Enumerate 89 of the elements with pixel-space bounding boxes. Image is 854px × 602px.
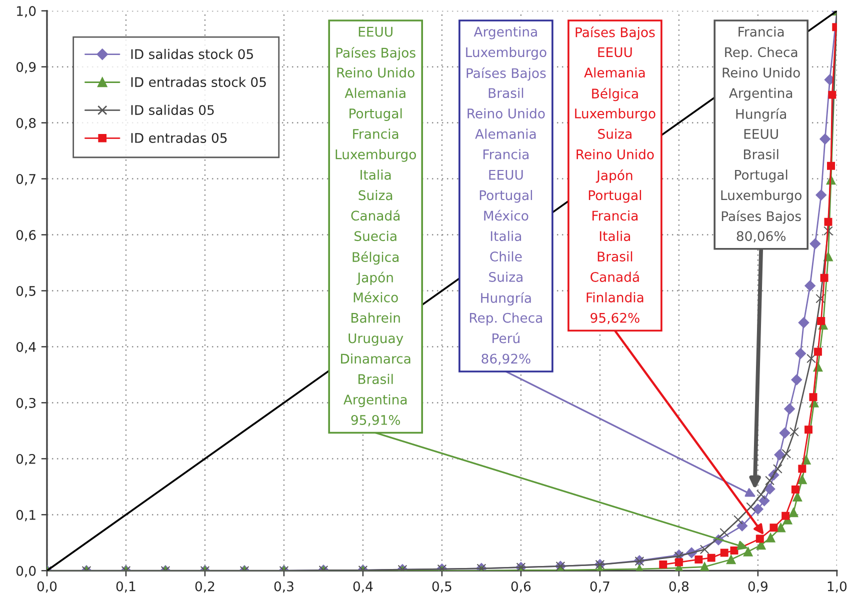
y-tick-label: 0,4 (16, 342, 36, 354)
x-tick-label: 0,5 (432, 581, 452, 593)
annotation: Luxemburgo (336, 149, 416, 162)
annotation: Perú (492, 332, 520, 344)
annotation: Luxemburgo (466, 46, 546, 60)
annotation: Dinamarca (341, 353, 410, 364)
x-tick-label: 0,3 (274, 581, 294, 593)
annotation: Reino Unido (468, 108, 545, 118)
annotation: 95,62% (590, 312, 640, 324)
annotation: Reino Unido (576, 149, 654, 160)
annotation: Países Bajos (576, 26, 655, 40)
y-tick-label: 0,3 (16, 398, 36, 410)
annotation: Italia (600, 230, 630, 242)
annotation: Finlandia (586, 292, 644, 302)
annotation: Francia (738, 26, 784, 37)
annotation: Rep. Checa (725, 46, 798, 60)
annotation: Luxemburgo (721, 190, 802, 203)
x-tick-label: 1,0 (828, 581, 847, 593)
x-tick-label: 0,8 (669, 581, 689, 593)
annotation: Rep. Checa (470, 312, 542, 326)
annotation: Suiza (598, 128, 632, 139)
annotation: Países Bajos (722, 210, 801, 224)
annotation: Alemania (475, 128, 536, 139)
annotation: Suiza (358, 190, 392, 200)
annotation: Reino Unido (722, 67, 800, 78)
annotation: Brasil (744, 149, 778, 160)
annotation: Argentina (474, 26, 537, 40)
legend-label: ID salidas 05 (131, 104, 214, 116)
annotation: Uruguay (348, 333, 404, 346)
y-tick-label: 0,2 (16, 454, 36, 466)
y-tick-label: 0,0 (16, 566, 36, 578)
annotation: Alemania (584, 67, 645, 78)
annotation: Francia (483, 149, 528, 160)
annotation: Suiza (489, 272, 522, 282)
annotation: Portugal (735, 170, 788, 182)
annotation: Brasil (488, 88, 524, 98)
annotation: 95,91% (351, 415, 400, 426)
annotation: 80,06% (736, 231, 786, 242)
y-tick-label: 0,8 (16, 118, 36, 130)
annotation: Bélgica (592, 88, 638, 102)
annotation: Argentina (344, 394, 407, 408)
annotation: Chile (490, 251, 522, 262)
y-tick-label: 0,1 (16, 510, 36, 522)
annotation: 86,92% (482, 354, 530, 366)
annotation: Japón (596, 170, 632, 183)
x-tick-label: 0,4 (353, 581, 373, 593)
annotation: EEUU (598, 47, 632, 58)
annotation: Países Bajos (466, 67, 546, 81)
annotation: México (484, 210, 528, 221)
annotation: Francia (353, 128, 398, 139)
annotation: Hungría (481, 292, 531, 306)
annotation: Brasil (358, 374, 393, 384)
x-tick-label: 0,6 (511, 581, 531, 593)
annotation: Canadá (351, 210, 400, 221)
x-tick-label: 0,2 (195, 581, 214, 593)
annotation: Italia (360, 170, 391, 180)
legend-label: ID entradas 05 (131, 132, 227, 143)
annotation: EEUU (489, 170, 523, 180)
y-tick-label: 0,5 (16, 286, 36, 298)
annotation: Japón (356, 272, 393, 286)
annotation: Francia (592, 210, 638, 221)
annotation: Brasil (598, 251, 632, 262)
x-tick-label: 0,1 (116, 581, 136, 593)
annotation: Luxemburgo (575, 108, 656, 122)
annotation: Países Bajos (336, 46, 416, 60)
annotation: Alemania (344, 88, 406, 98)
y-tick-label: 1,0 (17, 6, 36, 18)
annotation: Portugal (480, 190, 532, 203)
legend-label: ID entradas stock 05 (131, 76, 266, 88)
y-tick-label: 0,6 (16, 230, 36, 242)
legend-label: ID salidas stock 05 (131, 48, 253, 60)
annotation: Italia (490, 230, 522, 242)
y-tick-label: 0,7 (16, 174, 36, 186)
annotation: Canadá (590, 271, 639, 282)
x-tick-label: 0,0 (37, 581, 57, 593)
x-tick-label: 0,9 (748, 581, 768, 593)
annotation: Hungría (736, 108, 786, 122)
annotation: Bélgica (352, 251, 398, 265)
annotation: EEUU (358, 26, 392, 37)
annotation: Portugal (588, 190, 642, 203)
y-tick-label: 0,9 (16, 62, 36, 74)
x-tick-label: 0,7 (590, 581, 610, 593)
annotation: EEUU (744, 129, 778, 139)
annotation: Bahrein (351, 312, 400, 323)
annotation: México (354, 292, 398, 302)
annotation: Reino Unido (337, 67, 414, 78)
annotation: Suecia (354, 230, 396, 242)
annotation: Portugal (350, 108, 402, 122)
annotation: Argentina (729, 88, 792, 101)
